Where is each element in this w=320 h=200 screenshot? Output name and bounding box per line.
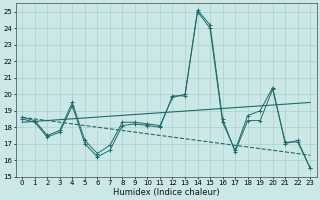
X-axis label: Humidex (Indice chaleur): Humidex (Indice chaleur) — [113, 188, 220, 197]
